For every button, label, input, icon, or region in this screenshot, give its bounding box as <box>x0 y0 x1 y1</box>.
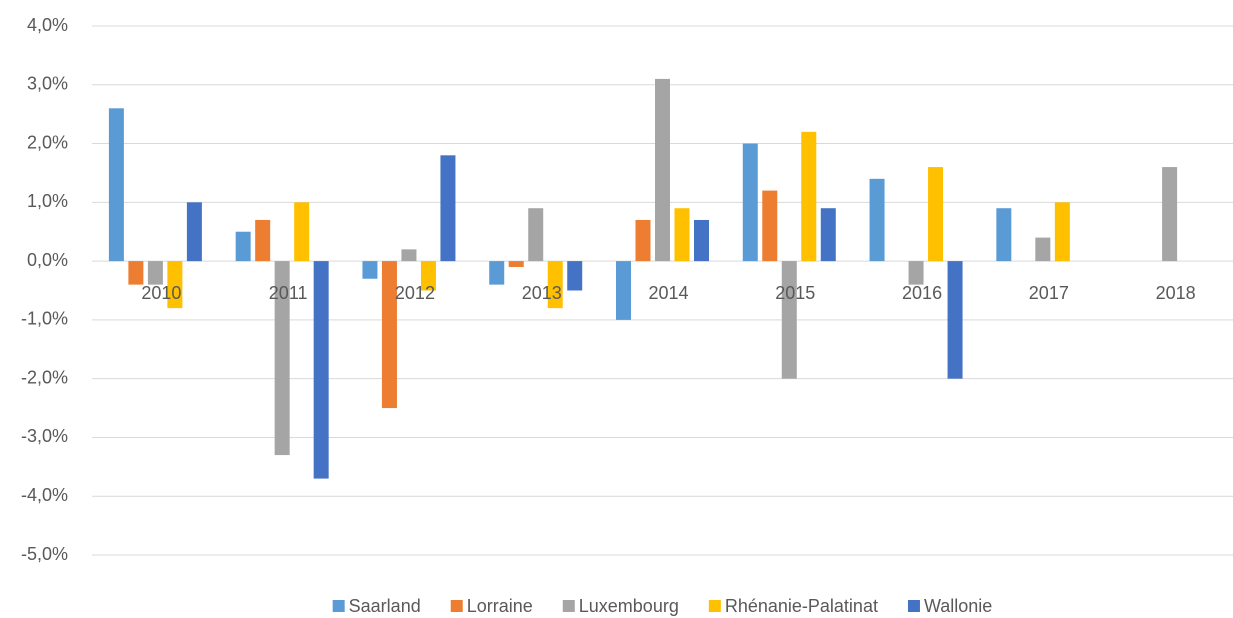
bar <box>381 261 397 409</box>
bar <box>508 261 524 267</box>
bar <box>294 202 310 262</box>
bar <box>147 261 163 285</box>
x-tick-label: 2010 <box>141 283 181 303</box>
bar <box>167 261 183 309</box>
bar <box>869 178 885 262</box>
legend-swatch <box>708 600 721 612</box>
legend-label: Luxembourg <box>579 596 679 616</box>
bar <box>547 261 563 309</box>
legend-label: Lorraine <box>467 596 533 616</box>
bar <box>128 261 144 285</box>
bar <box>362 261 378 279</box>
x-tick-label: 2015 <box>775 283 815 303</box>
x-tick-label: 2011 <box>269 283 308 303</box>
bar <box>1054 202 1070 262</box>
y-tick-label: 2,0% <box>27 132 68 152</box>
legend-swatch <box>332 600 345 612</box>
legend-label: Rhénanie-Palatinat <box>725 596 878 616</box>
bar <box>616 261 631 320</box>
legend-label: Wallonie <box>924 596 992 616</box>
bar <box>108 108 124 262</box>
bar <box>947 261 963 379</box>
bar <box>801 131 817 262</box>
bar <box>762 190 778 262</box>
bar <box>440 155 456 262</box>
bar <box>781 261 797 379</box>
legend-swatch <box>562 600 575 612</box>
bar <box>255 219 271 262</box>
y-tick-label: 4,0% <box>27 15 68 35</box>
bar <box>1162 167 1178 262</box>
x-tick-label: 2014 <box>648 283 688 303</box>
bar <box>996 208 1012 262</box>
y-tick-label: 1,0% <box>27 191 68 211</box>
bar <box>567 261 583 291</box>
bar <box>742 143 758 262</box>
bar <box>674 208 690 262</box>
x-tick-label: 2013 <box>522 283 562 303</box>
x-tick-label: 2017 <box>1029 283 1069 303</box>
y-tick-label: 3,0% <box>27 74 68 94</box>
bar <box>274 261 290 456</box>
y-tick-label: -1,0% <box>21 309 68 329</box>
x-tick-label: 2012 <box>395 283 435 303</box>
legend-swatch <box>907 600 920 612</box>
bar <box>908 261 924 285</box>
y-tick-label: -3,0% <box>21 426 68 446</box>
bar <box>186 202 202 262</box>
x-tick-label: 2016 <box>902 283 942 303</box>
bar <box>313 261 329 479</box>
bar <box>655 78 670 262</box>
bar <box>1035 237 1051 262</box>
y-tick-label: -4,0% <box>21 485 68 505</box>
bar <box>694 219 709 262</box>
y-tick-label: 0,0% <box>27 250 68 270</box>
bar <box>820 208 836 262</box>
bar <box>420 261 436 291</box>
legend-label: Saarland <box>349 596 421 616</box>
bar <box>401 249 417 262</box>
legend-swatch <box>450 600 463 612</box>
bar <box>489 261 505 285</box>
bar <box>635 219 651 262</box>
y-tick-label: -5,0% <box>21 544 68 564</box>
bar <box>235 231 251 262</box>
x-tick-label: 2018 <box>1156 283 1196 303</box>
y-tick-label: -2,0% <box>21 367 68 387</box>
bar <box>528 208 544 262</box>
bar <box>928 167 944 262</box>
